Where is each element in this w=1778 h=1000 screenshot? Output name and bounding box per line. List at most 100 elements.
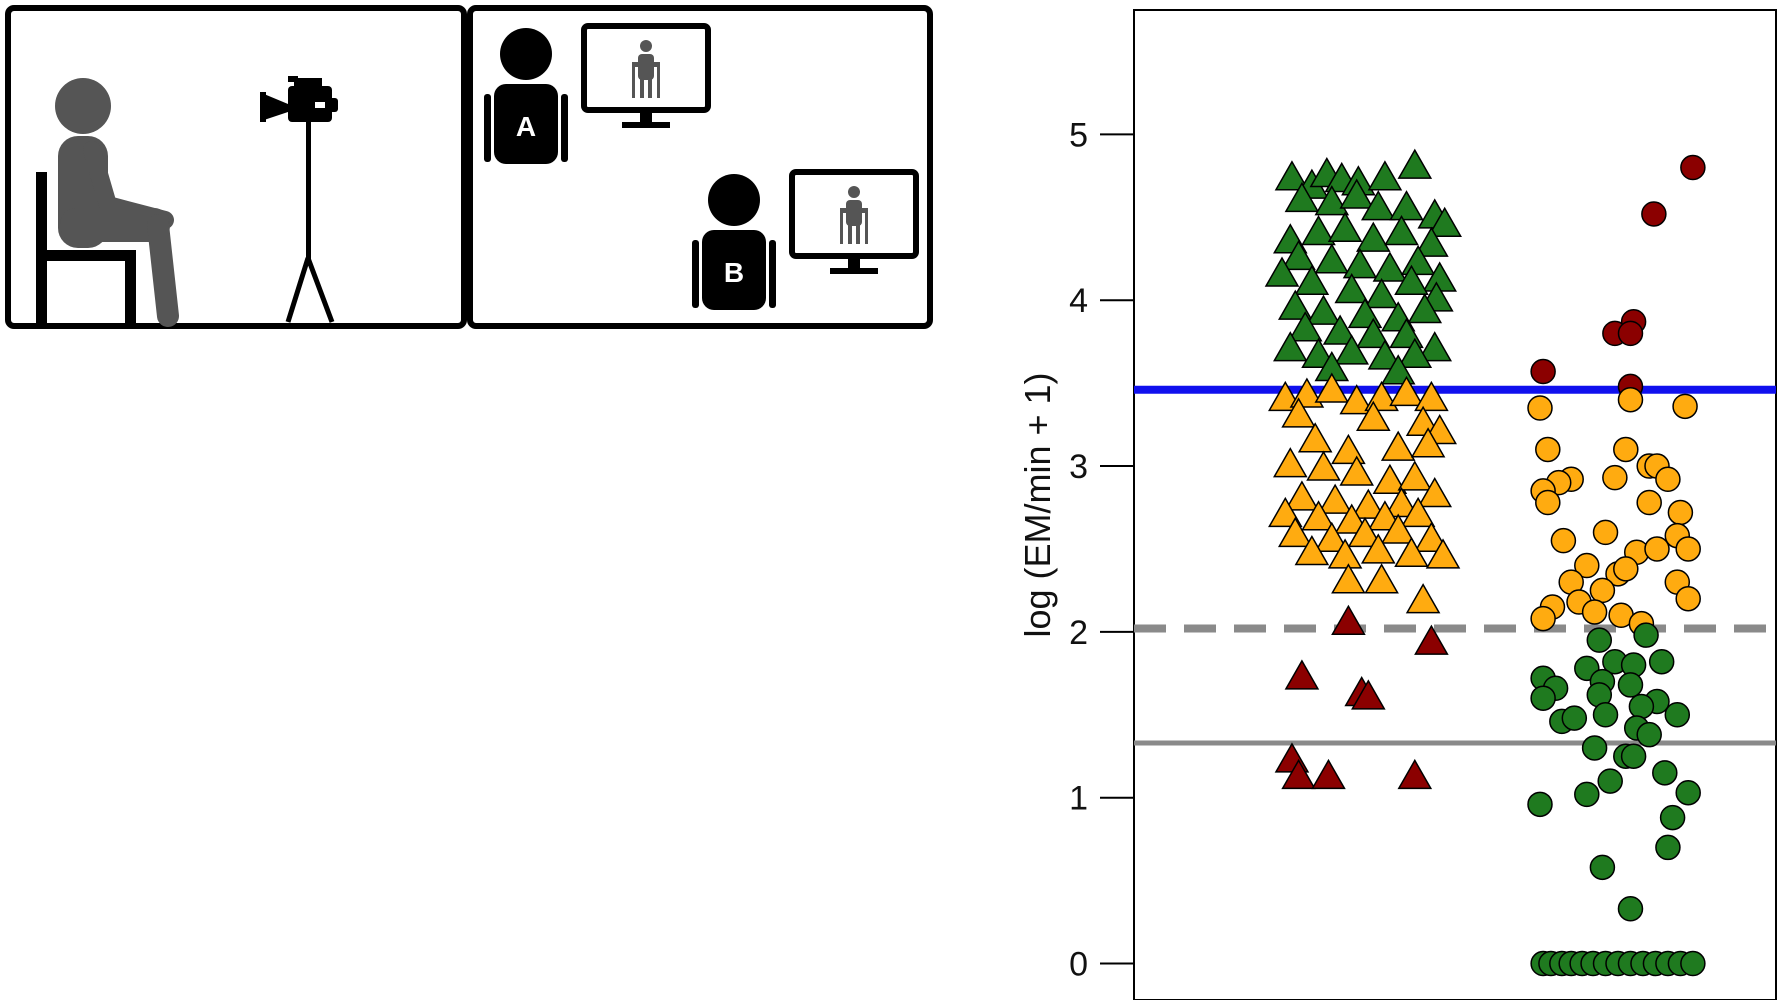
triangle-point-green bbox=[1301, 214, 1336, 246]
y-axis-label: log (EM/min + 1) bbox=[1017, 372, 1058, 637]
circle-point-orange bbox=[1574, 552, 1600, 579]
plot-frame bbox=[1133, 9, 1777, 1000]
triangle-point-green bbox=[1367, 339, 1403, 370]
triangle-point-orange bbox=[1301, 500, 1336, 531]
triangle-point-green bbox=[1397, 337, 1433, 368]
circle-point-orange bbox=[1613, 556, 1639, 582]
triangle-point-orange bbox=[1372, 463, 1408, 495]
triangle-point-orange bbox=[1414, 380, 1449, 412]
circle-point-orange bbox=[1530, 605, 1556, 632]
triangle-point-green bbox=[1306, 294, 1341, 325]
triangle-point-orange bbox=[1281, 397, 1316, 428]
circle-point-orange bbox=[1550, 527, 1577, 554]
triangle-point-green bbox=[1322, 314, 1358, 345]
triangle-point-green bbox=[1414, 226, 1449, 257]
triangle-point-green bbox=[1397, 148, 1433, 179]
triangle-point-orange bbox=[1327, 538, 1363, 569]
triangle-point-orange bbox=[1314, 521, 1350, 553]
circle-point-orange bbox=[1636, 489, 1662, 516]
triangle-point-orange bbox=[1317, 483, 1353, 514]
circle-point-green bbox=[1675, 779, 1701, 806]
triangle-point-orange bbox=[1273, 447, 1308, 478]
circle-point-green bbox=[1597, 768, 1623, 794]
circle-point-green bbox=[1633, 622, 1659, 648]
triangle-point-green bbox=[1314, 185, 1350, 216]
triangle-point-green bbox=[1334, 273, 1370, 304]
observer-a-icon: A bbox=[484, 28, 568, 164]
circle-point-orange bbox=[1672, 393, 1698, 420]
triangle-point-green bbox=[1277, 289, 1313, 320]
triangle-point-green bbox=[1367, 160, 1403, 191]
monitor-b-icon bbox=[789, 169, 919, 274]
circle-point-green bbox=[1617, 672, 1644, 698]
y-tick-label: 1 bbox=[1069, 780, 1088, 818]
circle-point-orange bbox=[1667, 499, 1694, 526]
triangle-point-orange bbox=[1389, 375, 1424, 407]
circle-point-red bbox=[1530, 358, 1556, 385]
triangle-point-green bbox=[1407, 292, 1443, 324]
circle-point-red bbox=[1641, 201, 1667, 227]
triangle-point-green bbox=[1372, 251, 1408, 282]
triangle-point-orange bbox=[1294, 535, 1330, 566]
triangle-point-green bbox=[1384, 214, 1419, 246]
circle-point-orange bbox=[1581, 599, 1608, 625]
triangle-point-orange bbox=[1277, 516, 1313, 548]
triangle-point-orange bbox=[1410, 427, 1446, 458]
triangle-point-orange bbox=[1364, 563, 1399, 594]
triangle-point-red bbox=[1331, 604, 1366, 635]
monitor-a-icon bbox=[581, 23, 711, 128]
triangle-point-green bbox=[1356, 221, 1391, 252]
triangle-point-orange bbox=[1380, 430, 1416, 461]
reference-lines bbox=[1134, 385, 1776, 746]
circle-point-green bbox=[1574, 781, 1600, 808]
y-tick-label: 0 bbox=[1069, 946, 1088, 984]
circle-point-green bbox=[1664, 702, 1691, 728]
circle-point-red bbox=[1617, 320, 1644, 347]
circle-point-orange bbox=[1535, 489, 1561, 516]
triangle-point-red bbox=[1351, 679, 1386, 710]
triangle-point-orange bbox=[1405, 583, 1441, 614]
triangle-point-orange bbox=[1339, 455, 1374, 486]
triangle-point-orange bbox=[1360, 533, 1396, 564]
circle-point-green bbox=[1592, 702, 1619, 728]
observer-b-icon: B bbox=[692, 174, 776, 310]
y-tick-label: 2 bbox=[1069, 614, 1088, 652]
y-tick-label: 5 bbox=[1069, 116, 1088, 154]
circle-point-green bbox=[1636, 721, 1662, 748]
triangle-point-orange bbox=[1414, 521, 1449, 553]
circle-point-orange bbox=[1527, 395, 1553, 421]
circle-point-orange bbox=[1644, 536, 1670, 562]
triangle-point-green bbox=[1284, 181, 1320, 213]
triangle-point-orange bbox=[1380, 513, 1416, 544]
triangle-point-red bbox=[1284, 659, 1320, 690]
triangle-point-red bbox=[1281, 758, 1316, 790]
triangle-point-green bbox=[1314, 243, 1350, 274]
triangle-point-orange bbox=[1384, 486, 1419, 518]
video-camera-icon bbox=[260, 76, 338, 323]
circle-point-green bbox=[1680, 950, 1706, 977]
triangle-point-orange bbox=[1331, 563, 1366, 594]
triangle-point-green bbox=[1334, 334, 1370, 365]
circle-point-green bbox=[1586, 627, 1613, 653]
circle-point-green bbox=[1628, 693, 1655, 720]
triangle-point-green bbox=[1264, 256, 1300, 287]
triangle-point-red bbox=[1414, 624, 1449, 655]
triangle-point-green bbox=[1287, 311, 1323, 342]
circle-point-orange bbox=[1675, 585, 1701, 612]
triangle-point-green bbox=[1394, 264, 1429, 296]
triangle-point-green bbox=[1427, 206, 1462, 237]
triangle-point-red bbox=[1311, 758, 1346, 790]
triangle-point-green bbox=[1327, 211, 1363, 242]
triangle-point-green bbox=[1356, 317, 1391, 349]
triangle-point-green bbox=[1273, 331, 1308, 362]
circle-point-orange bbox=[1592, 519, 1619, 546]
triangle-point-green bbox=[1342, 248, 1378, 279]
triangle-point-orange bbox=[1351, 488, 1386, 519]
scatter-chart: log (EM/min + 1) 0 1 2 3 4 5 bbox=[1017, 9, 1777, 1000]
y-axis: 0 1 2 3 4 5 bbox=[1069, 116, 1134, 984]
triangle-point-orange bbox=[1397, 460, 1433, 491]
circle-point-orange bbox=[1589, 577, 1616, 604]
circle-point-red bbox=[1680, 154, 1706, 181]
circle-point-orange bbox=[1602, 464, 1628, 491]
